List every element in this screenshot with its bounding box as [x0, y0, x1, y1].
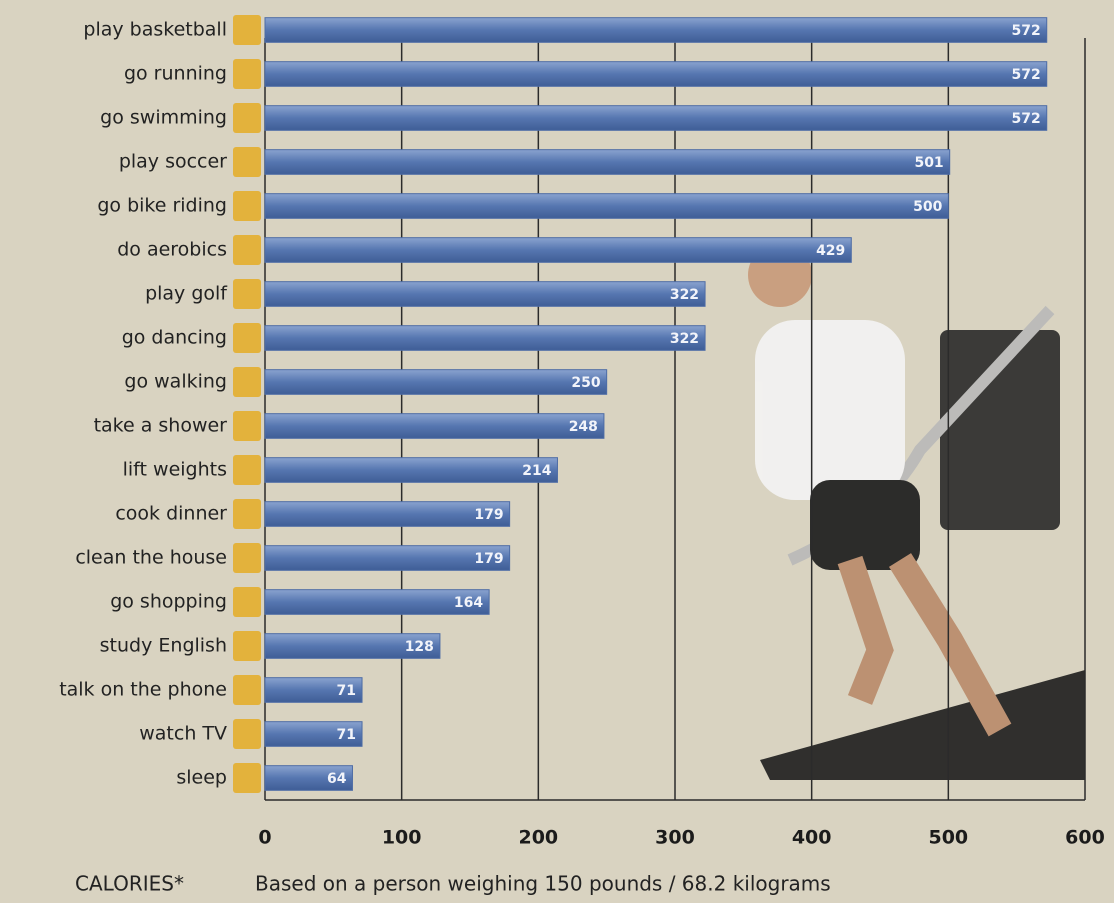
value-label: 71: [337, 727, 356, 743]
y-tick-label: go walking: [124, 371, 227, 393]
category-icon: [233, 15, 261, 45]
x-tick-label: 500: [928, 827, 968, 849]
category-icon: [233, 103, 261, 133]
category-icon: [233, 191, 261, 221]
bar: [265, 238, 851, 263]
y-tick-label: do aerobics: [117, 239, 227, 261]
y-tick-label: play golf: [145, 283, 228, 305]
value-label: 501: [914, 155, 943, 171]
value-label: 248: [569, 419, 598, 435]
category-icon: [233, 763, 261, 793]
value-label: 500: [913, 199, 942, 215]
bar: [265, 62, 1047, 87]
x-tick-label: 200: [518, 827, 558, 849]
y-tick-label: go bike riding: [97, 195, 227, 217]
x-tick-label: 300: [655, 827, 695, 849]
value-label: 250: [571, 375, 600, 391]
bar: [265, 150, 950, 175]
bar: [265, 194, 948, 219]
value-label: 429: [816, 243, 845, 259]
x-axis-label: CALORIES*: [75, 872, 184, 896]
category-icon: [233, 455, 261, 485]
category-icon: [233, 499, 261, 529]
category-icon: [233, 543, 261, 573]
bar: [265, 326, 705, 351]
bar: [265, 502, 510, 527]
category-icon: [233, 323, 261, 353]
value-label: 572: [1011, 111, 1040, 127]
x-tick-label: 400: [792, 827, 832, 849]
y-tick-label: go dancing: [122, 327, 227, 349]
value-label: 164: [454, 595, 483, 611]
category-icon: [233, 411, 261, 441]
category-icon: [233, 279, 261, 309]
y-tick-label: watch TV: [139, 723, 227, 745]
category-icon: [233, 631, 261, 661]
footnote: Based on a person weighing 150 pounds / …: [255, 872, 831, 896]
y-tick-label: go shopping: [110, 591, 227, 613]
x-tick-label: 0: [258, 827, 271, 849]
y-tick-label: go running: [124, 63, 227, 85]
value-label: 322: [670, 331, 699, 347]
bar: [265, 414, 604, 439]
y-tick-label: play soccer: [119, 151, 227, 173]
y-tick-label: sleep: [176, 767, 227, 789]
y-tick-label: go swimming: [100, 107, 227, 129]
y-tick-label: lift weights: [123, 459, 227, 481]
value-label: 71: [337, 683, 356, 699]
y-tick-label: study English: [100, 635, 227, 657]
category-icon: [233, 587, 261, 617]
bar: [265, 370, 607, 395]
category-icon: [233, 719, 261, 749]
y-tick-label: talk on the phone: [59, 679, 227, 701]
value-label: 572: [1011, 67, 1040, 83]
category-icon: [233, 367, 261, 397]
value-label: 322: [670, 287, 699, 303]
bar: [265, 546, 510, 571]
bar: [265, 458, 557, 483]
value-label: 179: [474, 507, 503, 523]
category-icon: [233, 235, 261, 265]
value-label: 214: [522, 463, 551, 479]
bar: [265, 282, 705, 307]
category-icon: [233, 147, 261, 177]
y-tick-label: play basketball: [83, 19, 227, 41]
category-icon: [233, 59, 261, 89]
bar: [265, 106, 1047, 131]
x-tick-label: 100: [382, 827, 422, 849]
y-tick-label: clean the house: [75, 547, 227, 569]
value-label: 572: [1011, 23, 1040, 39]
value-label: 128: [405, 639, 434, 655]
y-tick-label: cook dinner: [115, 503, 227, 525]
value-label: 179: [474, 551, 503, 567]
bar: [265, 18, 1047, 43]
x-tick-label: 600: [1065, 827, 1105, 849]
y-tick-label: take a shower: [94, 415, 228, 437]
chart: CALORIES* Based on a person weighing 150…: [0, 0, 1114, 903]
category-icon: [233, 675, 261, 705]
value-label: 64: [327, 771, 347, 787]
